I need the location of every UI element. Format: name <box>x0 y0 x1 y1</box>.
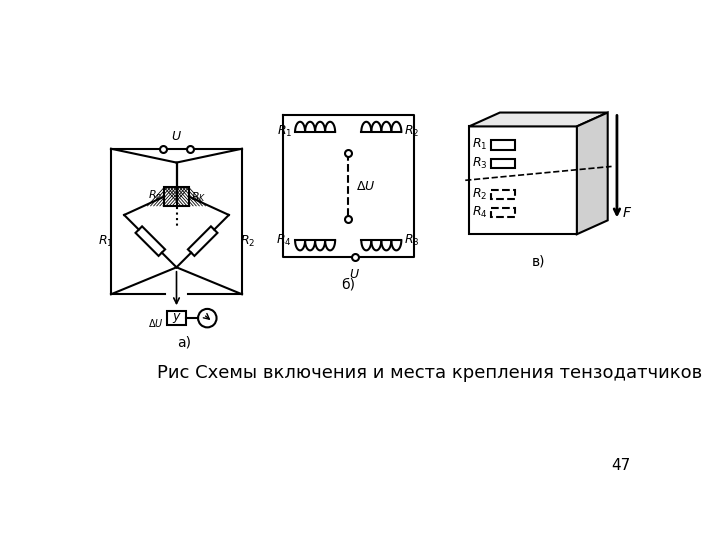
Text: а): а) <box>177 336 192 350</box>
Text: $R_2$: $R_2$ <box>405 124 420 139</box>
Text: $R_1$: $R_1$ <box>276 124 292 139</box>
Bar <box>167 311 186 325</box>
Text: $R_K$: $R_K$ <box>191 190 207 204</box>
Bar <box>164 187 189 206</box>
Text: 47: 47 <box>611 458 631 472</box>
Text: $R_2$: $R_2$ <box>240 234 255 249</box>
Text: $U$: $U$ <box>349 268 360 281</box>
Polygon shape <box>469 112 608 126</box>
Text: $R_3$: $R_3$ <box>405 233 420 248</box>
Text: Рис Схемы включения и места крепления тензодатчиков: Рис Схемы включения и места крепления те… <box>157 364 703 382</box>
Polygon shape <box>469 126 577 234</box>
Text: $R_1$: $R_1$ <box>98 234 113 249</box>
Bar <box>490 208 516 217</box>
Bar <box>490 140 516 150</box>
Polygon shape <box>577 112 608 234</box>
Text: в): в) <box>531 254 545 268</box>
Text: б): б) <box>341 278 355 291</box>
Bar <box>490 190 516 199</box>
Text: $R_p$: $R_p$ <box>148 188 162 205</box>
Text: $R_4$: $R_4$ <box>472 205 487 220</box>
Text: $R_2$: $R_2$ <box>472 187 487 202</box>
Text: $\Delta U$: $\Delta U$ <box>148 317 163 329</box>
Text: $U$: $U$ <box>171 130 182 143</box>
Bar <box>490 159 516 168</box>
Text: $R_1$: $R_1$ <box>472 137 487 152</box>
Text: $F$: $F$ <box>622 206 632 220</box>
Text: $y$: $y$ <box>171 311 181 325</box>
Text: $\Delta U$: $\Delta U$ <box>356 180 375 193</box>
Text: $R_3$: $R_3$ <box>472 156 487 171</box>
Text: $R_4$: $R_4$ <box>276 233 292 248</box>
